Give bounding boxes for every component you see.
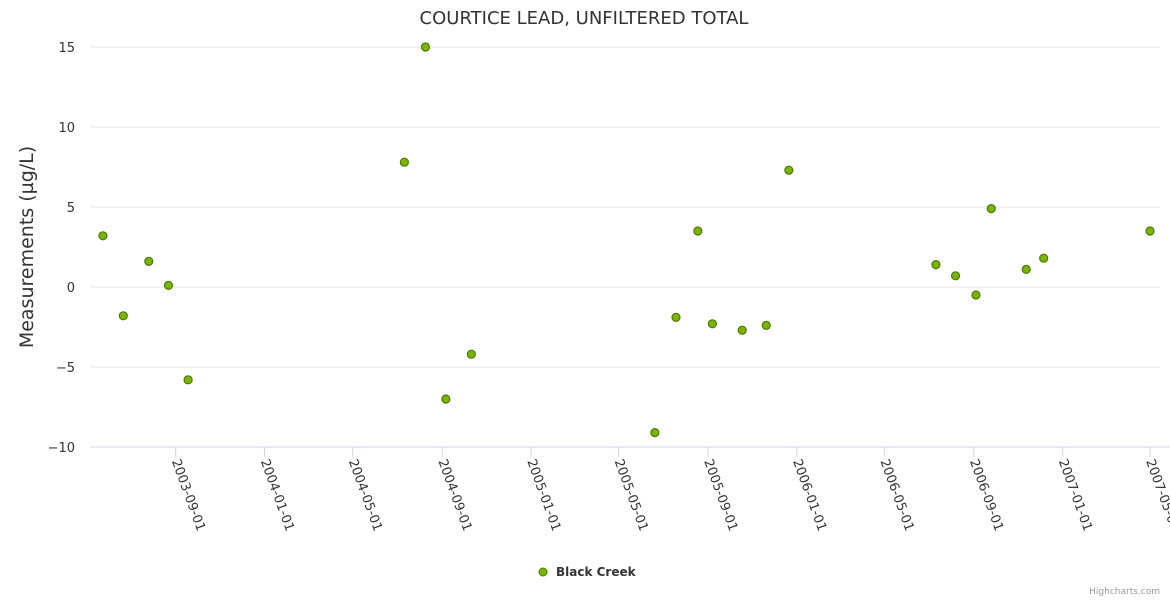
grid-lines <box>90 46 1160 368</box>
data-point[interactable] <box>1039 253 1049 263</box>
y-tick-label: 10 <box>58 121 75 136</box>
data-point[interactable] <box>420 42 431 52</box>
data-point[interactable] <box>707 319 717 329</box>
legend[interactable]: Black Creek <box>538 565 637 579</box>
x-tick-label: 2005-05-01 <box>611 457 651 533</box>
data-point[interactable] <box>1145 226 1155 236</box>
x-tick-label: 2007-05-01 <box>1142 457 1170 533</box>
y-axis-label: Measurements (µg/L) <box>16 146 38 348</box>
series-black-creek <box>98 42 1155 438</box>
data-point[interactable] <box>971 290 981 300</box>
data-point[interactable] <box>671 312 681 322</box>
legend-marker-black-creek <box>538 567 548 577</box>
x-axis-ticks: 2003-09-01 2004-01-01 2004-05-01 2004-09-01… <box>168 447 1170 533</box>
y-tick-label: 5 <box>67 201 75 216</box>
data-point[interactable] <box>761 320 771 330</box>
y-tick-label: −10 <box>48 441 75 456</box>
credits-link[interactable]: Highcharts.com <box>1089 587 1160 597</box>
data-point[interactable] <box>118 311 128 321</box>
y-tick-label: −5 <box>56 361 75 376</box>
x-tick-label: 2003-09-01 <box>168 457 208 533</box>
x-tick-label: 2006-01-01 <box>789 457 829 533</box>
data-point[interactable] <box>737 325 747 335</box>
y-axis-ticks: 15 10 5 0 −5 −10 <box>48 41 75 456</box>
x-tick-label: 2004-05-01 <box>345 457 385 533</box>
chart-title: COURTICE LEAD, UNFILTERED TOTAL <box>420 8 749 29</box>
data-point[interactable] <box>441 394 451 404</box>
x-tick-label: 2005-09-01 <box>700 457 740 533</box>
y-tick-label: 0 <box>67 281 75 296</box>
data-point[interactable] <box>466 349 476 359</box>
data-point[interactable] <box>931 260 941 270</box>
x-tick-label: 2004-09-01 <box>434 457 474 533</box>
data-point[interactable] <box>784 165 794 175</box>
data-point[interactable] <box>693 226 703 236</box>
data-point[interactable] <box>650 428 660 438</box>
data-point[interactable] <box>399 157 409 167</box>
x-tick-label: 2006-05-01 <box>876 457 916 533</box>
data-point[interactable] <box>163 280 174 290</box>
data-point[interactable] <box>183 375 193 385</box>
x-tick-label: 2004-01-01 <box>257 457 297 533</box>
y-tick-label: 15 <box>58 41 75 56</box>
x-tick-label: 2007-01-01 <box>1055 457 1095 533</box>
legend-item-black-creek[interactable]: Black Creek <box>556 565 637 579</box>
data-point[interactable] <box>950 271 961 281</box>
x-tick-label: 2005-01-01 <box>523 457 563 533</box>
data-point[interactable] <box>98 231 108 241</box>
data-point[interactable] <box>1021 264 1031 274</box>
data-point[interactable] <box>986 204 996 214</box>
data-point[interactable] <box>144 256 154 266</box>
x-tick-label: 2006-09-01 <box>966 457 1006 533</box>
